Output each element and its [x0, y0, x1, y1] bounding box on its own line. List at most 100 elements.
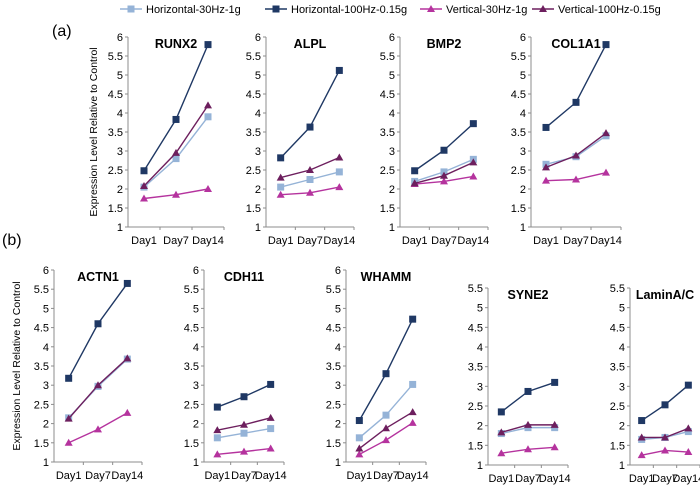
- data-point: [497, 428, 506, 436]
- data-point: [684, 428, 692, 436]
- x-tick-label: Day1: [56, 470, 82, 482]
- data-point: [123, 354, 132, 362]
- chart-panel: 1 1.5 2 2.5 3 3.5 4 4.5 5 5.5 6 Day1 Day7 Day14 ACTN1: [34, 265, 144, 482]
- legend-item: Vertical-100Hz-0.15g: [532, 4, 661, 16]
- x-tick-label: Day1: [402, 235, 428, 247]
- y-tick-label: 4: [477, 342, 483, 354]
- y-tick-label: 5.5: [108, 51, 123, 63]
- y-tick-label: 3.5: [326, 361, 341, 373]
- data-point: [140, 194, 148, 202]
- y-tick-label: 3: [255, 146, 261, 158]
- data-point: [204, 41, 212, 49]
- y-tick-label: 1: [477, 460, 483, 472]
- chart-title: CDH11: [224, 270, 264, 284]
- data-point: [572, 175, 580, 183]
- data-point: [276, 190, 285, 198]
- legend-label: Vertical-30Hz-1g: [446, 4, 527, 16]
- y-tick-label: 6: [335, 265, 341, 277]
- y-tick-label: 2: [335, 419, 341, 431]
- data-point: [266, 413, 275, 421]
- y-tick-label: 6: [389, 32, 395, 44]
- data-point: [440, 146, 448, 154]
- y-tick-label: 3.5: [380, 127, 395, 139]
- data-point: [684, 448, 693, 456]
- x-tick-label: Day7: [231, 470, 257, 482]
- data-point: [661, 401, 669, 409]
- y-tick-label: 1.5: [108, 203, 123, 215]
- y-tick-label: 4.5: [326, 323, 341, 335]
- y-tick-label: 5: [619, 303, 625, 315]
- y-tick-label: 4.5: [610, 322, 625, 334]
- data-point: [684, 381, 692, 389]
- data-point: [497, 449, 506, 457]
- y-tick-label: 4: [520, 108, 526, 120]
- y-tick-label: 4.5: [34, 323, 49, 335]
- x-tick-label: Day1: [268, 235, 294, 247]
- x-tick-label: Day7: [163, 235, 189, 247]
- data-point: [335, 66, 343, 74]
- data-point: [497, 408, 505, 416]
- y-tick-label: 6: [43, 265, 49, 277]
- data-point: [410, 179, 419, 187]
- y-tick-label: 1.5: [380, 203, 395, 215]
- legend-item: Horizontal-30Hz-1g: [120, 4, 241, 16]
- x-tick-label: Day14: [255, 470, 287, 482]
- y-tick-label: 2.5: [380, 165, 395, 177]
- data-point: [408, 408, 417, 416]
- data-point: [572, 98, 580, 106]
- legend-swatch-marker: [539, 5, 547, 12]
- y-tick-label: 3: [619, 381, 625, 393]
- data-point: [267, 425, 275, 433]
- x-tick-label: Day7: [431, 235, 457, 247]
- data-point: [409, 380, 417, 388]
- data-point: [140, 181, 148, 189]
- data-point: [440, 177, 448, 185]
- data-point: [469, 172, 478, 180]
- data-point: [172, 190, 180, 198]
- chart-panel: 1 1.5 2 2.5 3 3.5 4 4.5 5 5.5 6 Day1 Day7 Day14 ALPL: [246, 32, 356, 247]
- legend-label: Vertical-100Hz-0.15g: [558, 4, 661, 16]
- y-tick-label: 4: [619, 342, 625, 354]
- legend-label: Horizontal-30Hz-1g: [146, 4, 241, 16]
- data-point: [411, 167, 419, 175]
- data-point: [64, 414, 73, 422]
- y-tick-label: 3: [43, 380, 49, 392]
- y-tick-label: 1: [389, 222, 395, 234]
- y-tick-label: 5: [255, 70, 261, 82]
- x-tick-label: Day14: [323, 235, 355, 247]
- y-axis-label-top: Expression Level Relative to Control: [88, 47, 100, 216]
- y-tick-label: 4: [255, 108, 261, 120]
- y-tick-label: 6: [117, 32, 123, 44]
- y-tick-label: 4: [335, 342, 341, 354]
- data-point: [469, 158, 478, 166]
- y-tick-label: 5.5: [380, 51, 395, 63]
- y-tick-label: 3: [389, 146, 395, 158]
- legend-item: Vertical-30Hz-1g: [420, 4, 527, 16]
- y-tick-label: 6: [255, 32, 261, 44]
- y-tick-label: 2: [193, 419, 199, 431]
- data-point: [306, 123, 314, 131]
- y-tick-label: 2.5: [511, 165, 526, 177]
- chart-title: ACTN1: [77, 270, 119, 284]
- data-point: [276, 173, 285, 181]
- y-tick-label: 1: [520, 222, 526, 234]
- y-tick-label: 1: [619, 460, 625, 472]
- chart-title: BMP2: [427, 37, 462, 51]
- x-tick-label: Day1: [533, 235, 559, 247]
- data-point: [602, 168, 610, 176]
- x-tick-label: Day7: [297, 235, 323, 247]
- data-point: [409, 315, 417, 323]
- y-tick-label: 5.5: [511, 51, 526, 63]
- chart-title: SYNE2: [508, 288, 549, 302]
- data-point: [382, 411, 390, 419]
- y-tick-label: 3: [520, 146, 526, 158]
- y-tick-label: 4.5: [108, 89, 123, 101]
- y-tick-label: 2: [619, 421, 625, 433]
- x-tick-label: Day14: [192, 235, 224, 247]
- y-tick-label: 1.5: [468, 440, 483, 452]
- data-point: [355, 444, 364, 452]
- data-point: [172, 155, 180, 163]
- y-tick-label: 3.5: [108, 127, 123, 139]
- data-point: [213, 403, 221, 411]
